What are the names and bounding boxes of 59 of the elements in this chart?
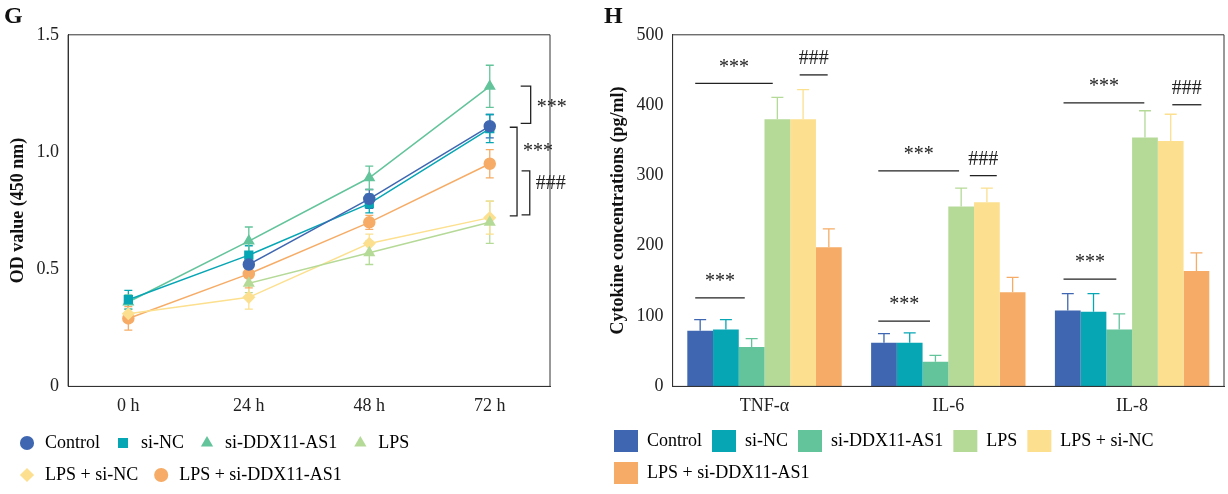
annotation: *** (903, 142, 934, 165)
annotation: *** (718, 54, 749, 77)
y-tick-label: 400 (636, 93, 664, 114)
legend-label: LPS + si-DDX11-AS1 (179, 463, 342, 484)
annotation: ### (1171, 76, 1202, 98)
legend-label: si-NC (745, 429, 789, 450)
legend-label: Control (45, 431, 101, 452)
legend-label: LPS (986, 429, 1018, 450)
annotation: ### (798, 46, 829, 69)
y-tick-label: 200 (636, 234, 664, 255)
annotation: *** (1074, 250, 1105, 273)
x-tick-label: TNF-α (739, 394, 790, 415)
annotation: *** (889, 292, 920, 315)
legend-label: si-DDX11-AS1 (831, 429, 944, 450)
legend-label: LPS + si-NC (1060, 429, 1154, 450)
legend-label: LPS (378, 431, 410, 452)
chart-title: H (604, 1, 623, 28)
annotation: ### (535, 171, 566, 194)
annotation: *** (523, 139, 554, 162)
x-tick-label: IL-8 (1116, 394, 1149, 415)
annotation: *** (1088, 74, 1119, 97)
point (483, 119, 497, 133)
x-tick-label: IL-6 (932, 394, 965, 415)
annotation: *** (536, 94, 567, 117)
x-tick-label: 0 h (117, 394, 140, 415)
point (242, 291, 256, 304)
point (483, 157, 497, 170)
y-tick-label: 1.5 (36, 23, 60, 44)
point (484, 80, 496, 90)
y-axis-title: Cytokine concentrations (pg/ml) (607, 86, 629, 335)
annotation: *** (704, 269, 735, 292)
point (243, 234, 255, 245)
x-tick-label: 72 h (474, 394, 506, 415)
x-tick-label: 24 h (233, 394, 265, 415)
point (363, 246, 375, 257)
legend-label: LPS + si-NC (45, 463, 139, 484)
point (243, 277, 255, 287)
y-tick-label: 300 (636, 164, 664, 185)
point (363, 237, 376, 250)
y-tick-label: 100 (636, 304, 664, 325)
annotation: ### (968, 146, 999, 169)
y-tick-label: 0 (50, 375, 60, 396)
point (484, 216, 496, 226)
point (242, 258, 256, 271)
y-tick-label: 0 (654, 375, 664, 396)
point (244, 250, 254, 260)
chart-title: G (4, 1, 23, 28)
y-axis-title: OD value (450 nm) (7, 137, 29, 284)
legend-label: si-DDX11-AS1 (225, 431, 338, 452)
y-tick-label: 500 (636, 23, 664, 44)
legend-label: Control (647, 429, 703, 450)
x-tick-label: 48 h (353, 394, 386, 415)
point (363, 192, 376, 206)
y-tick-label: 0.5 (36, 257, 60, 278)
y-tick-label: 1.0 (36, 140, 60, 161)
legend-label: LPS + si-DDX11-AS1 (647, 461, 810, 482)
legend-label: si-NC (141, 431, 185, 452)
point (363, 171, 375, 182)
point (122, 307, 135, 320)
